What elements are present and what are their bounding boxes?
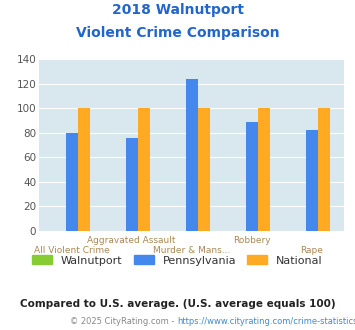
Bar — [186, 79, 198, 231]
Text: © 2025 CityRating.com -: © 2025 CityRating.com - — [71, 317, 178, 326]
Text: Rape: Rape — [300, 246, 323, 255]
Bar — [246, 122, 258, 231]
Bar — [126, 138, 138, 231]
Bar — [306, 130, 318, 231]
Text: Murder & Mans...: Murder & Mans... — [153, 246, 230, 255]
Text: Robbery: Robbery — [233, 236, 271, 245]
Bar — [198, 109, 210, 231]
Text: All Violent Crime: All Violent Crime — [34, 246, 109, 255]
Text: Aggravated Assault: Aggravated Assault — [87, 236, 176, 245]
Bar — [138, 109, 150, 231]
Bar — [66, 133, 77, 231]
Text: Violent Crime Comparison: Violent Crime Comparison — [76, 26, 279, 40]
Bar — [258, 109, 271, 231]
Text: Compared to U.S. average. (U.S. average equals 100): Compared to U.S. average. (U.S. average … — [20, 299, 335, 309]
Text: 2018 Walnutport: 2018 Walnutport — [111, 3, 244, 17]
Legend: Walnutport, Pennsylvania, National: Walnutport, Pennsylvania, National — [28, 251, 327, 270]
Bar — [78, 109, 90, 231]
Bar — [318, 109, 331, 231]
Text: https://www.cityrating.com/crime-statistics/: https://www.cityrating.com/crime-statist… — [178, 317, 355, 326]
